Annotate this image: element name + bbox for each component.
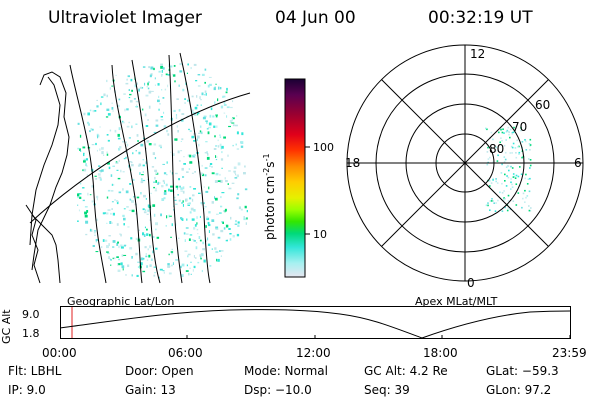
door-info: Door: Open (125, 364, 194, 378)
lat-label-60: 60 (535, 98, 550, 112)
geographic-label: Geographic Lat/Lon (67, 295, 175, 308)
polar-grid (346, 44, 584, 282)
date-label: 04 Jun 00 (275, 8, 356, 28)
colorbar-gradient (284, 78, 306, 278)
geographic-image (25, 52, 251, 284)
continent-outline-2 (29, 76, 61, 246)
ip-info: IP: 9.0 (8, 383, 46, 397)
continent-outline (31, 71, 70, 271)
dsp-info: Dsp: −10.0 (244, 383, 312, 397)
altitude-timeline (60, 306, 571, 339)
glon-info: GLon: 97.2 (486, 383, 552, 397)
gc-alt-info: GC Alt: 4.2 Re (364, 364, 448, 378)
colorbar: 100 10 (284, 78, 334, 278)
mlt-label-6: 6 (574, 156, 582, 170)
meridian-line-2 (111, 64, 143, 284)
mode-info: Mode: Normal (244, 364, 328, 378)
colorbar-tick-10: 10 (313, 228, 327, 241)
time-label: 00:32:19 UT (428, 8, 533, 28)
gc-alt-axis-title: GC Alt (0, 309, 13, 344)
auroral-emission-dots (77, 63, 248, 279)
lat-label-70: 70 (512, 120, 527, 134)
glat-info: GLat: −59.3 (486, 364, 559, 378)
mlt-label-18: 18 (345, 156, 360, 170)
x-tick-2359: 23:59 (552, 346, 587, 360)
apex-label: Apex MLat/MLT (415, 295, 498, 308)
colorbar-unit-label: photon cm-2s-1 (262, 153, 277, 240)
meridian-line-1 (69, 64, 107, 284)
coast-line (31, 214, 61, 284)
instrument-title: Ultraviolet Imager (48, 8, 202, 28)
x-tick-0000: 00:00 (42, 346, 77, 360)
seq-info: Seq: 39 (364, 383, 410, 397)
meridian-line-4 (168, 54, 183, 284)
polar-plot: 12 18 6 0 60 70 80 (345, 44, 584, 290)
latitude-line (29, 92, 251, 224)
polar-emission-dots (485, 126, 532, 212)
x-tick-1800: 18:00 (423, 346, 458, 360)
colorbar-tick-100: 100 (313, 141, 334, 154)
mlt-line-diag-2 (381, 79, 549, 247)
meridian-line-3 (131, 59, 161, 284)
meridian-line-5 (179, 52, 211, 284)
coast-line-2 (25, 204, 41, 284)
lat-label-80: 80 (489, 142, 504, 156)
y-tick-1-8: 1.8 (22, 327, 40, 340)
x-tick-0600: 06:00 (168, 346, 203, 360)
x-tick-1200: 12:00 (296, 346, 331, 360)
filter-info: Flt: LBHL (8, 364, 62, 378)
mlt-label-12: 12 (470, 47, 485, 61)
altitude-curve (60, 309, 571, 339)
gain-info: Gain: 13 (125, 383, 176, 397)
mlt-label-0: 0 (467, 276, 475, 290)
y-tick-9: 9.0 (22, 308, 40, 321)
geographic-grid (25, 52, 251, 284)
